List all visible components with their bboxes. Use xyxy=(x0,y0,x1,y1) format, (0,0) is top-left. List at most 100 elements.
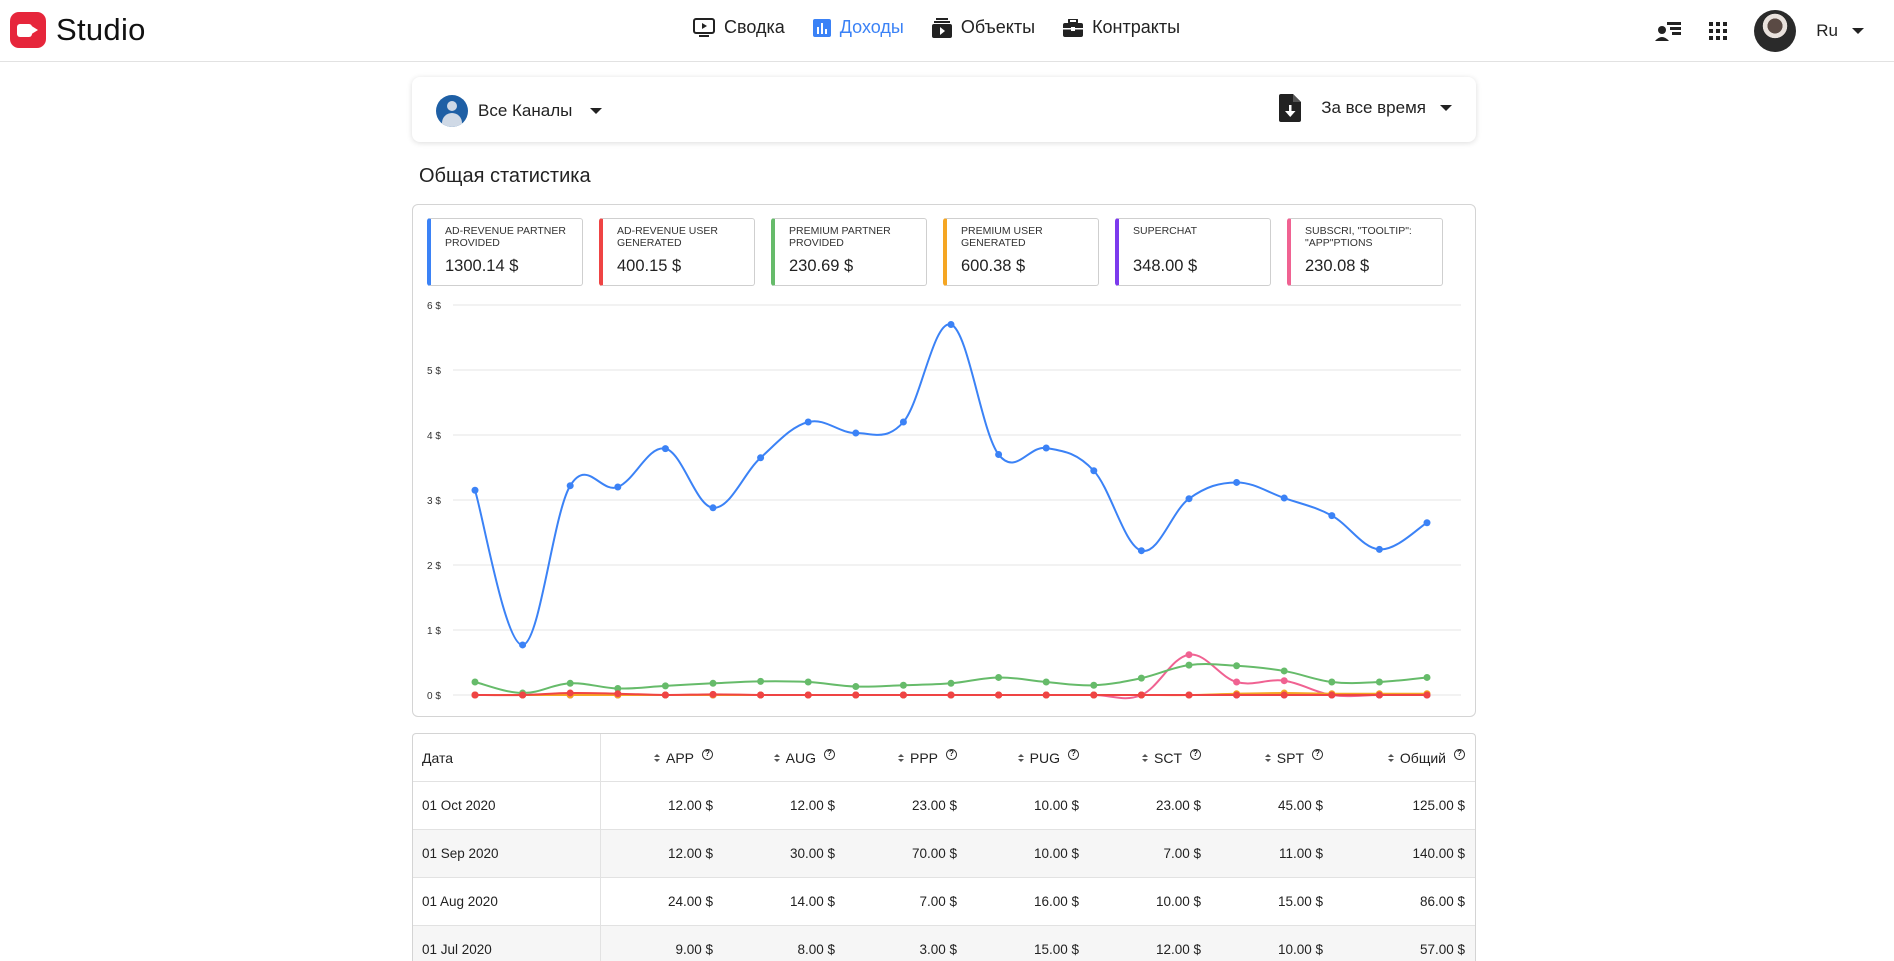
data-point[interactable] xyxy=(1280,667,1288,675)
period-dropdown[interactable]: За все время xyxy=(1279,94,1452,122)
nav-item-contracts[interactable]: Контракты xyxy=(1063,17,1180,38)
data-point[interactable] xyxy=(757,691,765,699)
data-point[interactable] xyxy=(661,682,669,690)
data-point[interactable] xyxy=(661,445,669,453)
data-point[interactable] xyxy=(852,691,860,699)
data-point[interactable] xyxy=(852,683,860,691)
col-header-app[interactable]: APP? xyxy=(601,749,723,766)
data-point[interactable] xyxy=(1375,691,1383,699)
data-point[interactable] xyxy=(1375,678,1383,686)
data-point[interactable] xyxy=(471,486,479,494)
data-point[interactable] xyxy=(709,690,717,698)
data-point[interactable] xyxy=(1423,673,1431,681)
data-point[interactable] xyxy=(899,418,907,426)
language-selector[interactable]: Ru xyxy=(1816,21,1864,41)
help-icon[interactable]: ? xyxy=(1068,749,1079,760)
metric-card-aug[interactable]: AD-REVENUE USER GENERATED 400.15 $ xyxy=(599,218,755,286)
data-point[interactable] xyxy=(1137,691,1145,699)
data-point[interactable] xyxy=(1185,661,1193,669)
help-icon[interactable]: ? xyxy=(1190,749,1201,760)
apps-grid-icon[interactable] xyxy=(1704,17,1732,45)
data-point[interactable] xyxy=(1375,545,1383,553)
data-point[interactable] xyxy=(519,691,527,699)
data-point[interactable] xyxy=(471,678,479,686)
table-row[interactable]: 01 Jul 2020 9.00 $ 8.00 $ 3.00 $ 15.00 $… xyxy=(413,926,1475,961)
col-header-spt[interactable]: SPT? xyxy=(1211,749,1333,766)
nav-item-income[interactable]: Доходы xyxy=(812,17,904,38)
data-point[interactable] xyxy=(757,677,765,685)
data-point[interactable] xyxy=(471,691,479,699)
metric-card-superchat[interactable]: SUPERCHAT 348.00 $ xyxy=(1115,218,1271,286)
studio-logo[interactable]: Studio xyxy=(10,12,146,48)
table-row[interactable]: 01 Sep 2020 12.00 $ 30.00 $ 70.00 $ 10.0… xyxy=(413,830,1475,878)
data-point[interactable] xyxy=(804,691,812,699)
metric-card-ppp[interactable]: PREMIUM PARTNER PROVIDED 230.69 $ xyxy=(771,218,927,286)
data-point[interactable] xyxy=(804,418,812,426)
data-point[interactable] xyxy=(1137,674,1145,682)
data-point[interactable] xyxy=(709,679,717,687)
metric-card-app[interactable]: AD-REVENUE PARTNER PROVIDED 1300.14 $ xyxy=(427,218,583,286)
data-point[interactable] xyxy=(1185,651,1193,659)
data-point[interactable] xyxy=(995,691,1003,699)
nav-item-objects[interactable]: Объекты xyxy=(931,17,1035,38)
data-point[interactable] xyxy=(1328,512,1336,520)
metric-card-pug[interactable]: PREMIUM USER GENERATED 600.38 $ xyxy=(943,218,1099,286)
help-icon[interactable]: ? xyxy=(1312,749,1323,760)
data-point[interactable] xyxy=(1042,444,1050,452)
data-point[interactable] xyxy=(1042,678,1050,686)
channel-dropdown[interactable]: Все Каналы xyxy=(436,95,603,127)
col-header-total[interactable]: Общий? xyxy=(1333,749,1475,766)
table-row[interactable]: 01 Oct 2020 12.00 $ 12.00 $ 23.00 $ 10.0… xyxy=(413,782,1475,830)
user-settings-icon[interactable] xyxy=(1654,17,1682,45)
help-icon[interactable]: ? xyxy=(824,749,835,760)
data-point[interactable] xyxy=(1090,467,1098,475)
col-header-ppp[interactable]: PPP? xyxy=(845,749,967,766)
data-point[interactable] xyxy=(1423,519,1431,527)
col-header-date[interactable]: Дата xyxy=(413,734,601,781)
data-point[interactable] xyxy=(614,690,622,698)
data-point[interactable] xyxy=(899,681,907,689)
data-point[interactable] xyxy=(757,454,765,462)
data-point[interactable] xyxy=(1280,677,1288,685)
data-point[interactable] xyxy=(1423,691,1431,699)
help-icon[interactable]: ? xyxy=(1454,749,1465,760)
data-point[interactable] xyxy=(995,451,1003,458)
data-point[interactable] xyxy=(1090,691,1098,699)
help-icon[interactable]: ? xyxy=(702,749,713,760)
data-point[interactable] xyxy=(1233,691,1241,699)
metric-card-subscriptions[interactable]: SUBSCRI, "TOOLTIP": "APP"PTIONS 230.08 $ xyxy=(1287,218,1443,286)
data-point[interactable] xyxy=(995,673,1003,681)
data-point[interactable] xyxy=(566,482,574,490)
data-point[interactable] xyxy=(1280,494,1288,502)
data-point[interactable] xyxy=(566,679,574,687)
data-point[interactable] xyxy=(1042,691,1050,699)
data-point[interactable] xyxy=(899,691,907,699)
data-point[interactable] xyxy=(1280,691,1288,699)
data-point[interactable] xyxy=(566,689,574,697)
revenue-line-chart[interactable]: 0 $ 1 $ 2 $ 3 $ 4 $ 5 $ 6 $ xyxy=(413,295,1475,715)
data-point[interactable] xyxy=(804,678,812,686)
data-point[interactable] xyxy=(1328,691,1336,699)
data-point[interactable] xyxy=(519,641,527,649)
data-point[interactable] xyxy=(614,685,622,692)
data-point[interactable] xyxy=(614,483,622,491)
user-avatar[interactable] xyxy=(1754,10,1797,52)
nav-item-summary[interactable]: Сводка xyxy=(693,17,785,38)
data-point[interactable] xyxy=(947,679,955,687)
data-point[interactable] xyxy=(1233,662,1241,670)
data-point[interactable] xyxy=(1137,547,1145,555)
col-header-sct[interactable]: SCT? xyxy=(1089,749,1211,766)
data-point[interactable] xyxy=(1233,678,1241,686)
data-point[interactable] xyxy=(947,691,955,699)
data-point[interactable] xyxy=(1185,495,1193,503)
data-point[interactable] xyxy=(1185,691,1193,699)
data-point[interactable] xyxy=(709,504,717,512)
data-point[interactable] xyxy=(1233,478,1241,486)
col-header-pug[interactable]: PUG? xyxy=(967,749,1089,766)
table-row[interactable]: 01 Aug 2020 24.00 $ 14.00 $ 7.00 $ 16.00… xyxy=(413,878,1475,926)
data-point[interactable] xyxy=(852,429,860,437)
data-point[interactable] xyxy=(1328,678,1336,686)
help-icon[interactable]: ? xyxy=(946,749,957,760)
data-point[interactable] xyxy=(947,321,955,328)
data-point[interactable] xyxy=(1090,681,1098,689)
